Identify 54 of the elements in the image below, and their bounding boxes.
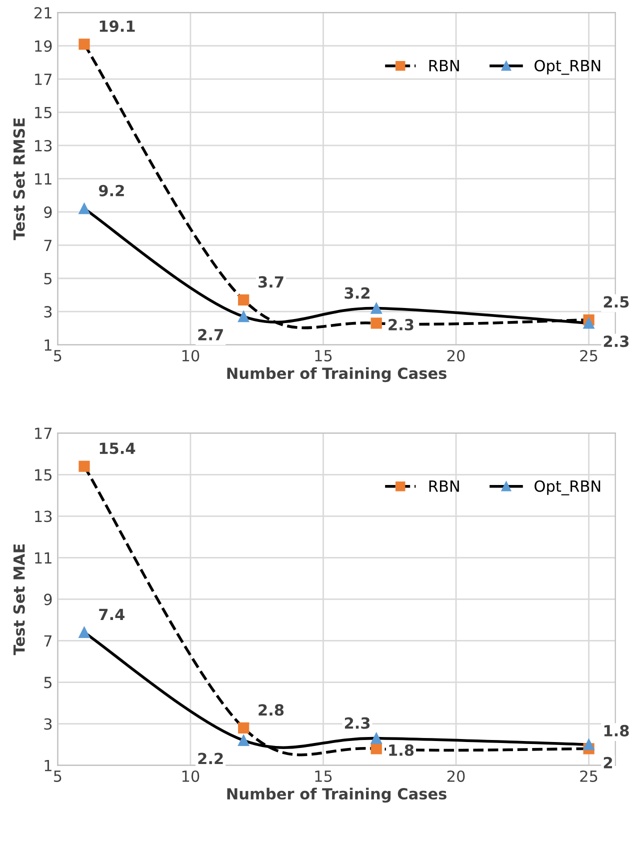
data-label: 15.4 bbox=[100, 442, 136, 454]
data-label: 2 bbox=[604, 756, 612, 768]
data-label: 19.1 bbox=[100, 20, 135, 32]
y-tick-label: 19 bbox=[35, 40, 52, 52]
data-label: 3.7 bbox=[258, 276, 284, 288]
y-tick-label: 9 bbox=[44, 594, 52, 606]
y-axis-title: Test Set MAE bbox=[13, 544, 25, 656]
y-tick-label: 11 bbox=[35, 552, 52, 564]
legend-label: Opt_RBN bbox=[534, 480, 600, 496]
data-label: 2.3 bbox=[344, 717, 370, 729]
y-tick-label: 3 bbox=[44, 306, 52, 318]
y-tick-label: 1 bbox=[44, 760, 52, 772]
x-axis-title: Number of Training Cases bbox=[227, 788, 446, 803]
legend-label: RBN bbox=[429, 60, 459, 72]
y-tick-label: 11 bbox=[35, 173, 52, 185]
data-label: 1.8 bbox=[389, 744, 414, 756]
data-label: 7.4 bbox=[99, 608, 124, 620]
x-tick-label: 15 bbox=[315, 770, 332, 782]
x-axis-title: Number of Training Cases bbox=[227, 367, 446, 382]
y-tick-label: 7 bbox=[44, 635, 52, 647]
y-tick-label: 3 bbox=[44, 718, 52, 730]
y-tick-label: 17 bbox=[35, 428, 52, 439]
x-tick-label: 25 bbox=[580, 770, 598, 782]
y-tick-label: 13 bbox=[35, 140, 52, 152]
data-label: 2.5 bbox=[604, 296, 629, 308]
data-label: 9.2 bbox=[98, 184, 124, 196]
y-tick-label: 17 bbox=[35, 74, 52, 85]
y-tick-label: 9 bbox=[44, 206, 52, 218]
x-tick-label: 20 bbox=[447, 770, 465, 782]
data-label: 2.3 bbox=[388, 318, 414, 330]
data-label: 2.7 bbox=[198, 328, 223, 340]
legend-label: RBN bbox=[429, 480, 459, 492]
data-label: 2.3 bbox=[604, 336, 629, 348]
y-tick-label: 5 bbox=[44, 273, 52, 284]
y-axis-title: Test Set RMSE bbox=[13, 118, 25, 240]
x-tick-label: 10 bbox=[182, 350, 200, 362]
x-tick-label: 25 bbox=[580, 350, 598, 362]
data-label: 2.2 bbox=[198, 752, 223, 764]
y-tick-label: 15 bbox=[35, 469, 52, 481]
x-tick-label: 20 bbox=[447, 350, 465, 362]
y-tick-label: 15 bbox=[35, 106, 52, 118]
data-label: 3.2 bbox=[344, 287, 370, 299]
x-tick-label: 10 bbox=[182, 770, 200, 782]
x-tick-label: 5 bbox=[54, 350, 62, 362]
y-tick-label: 7 bbox=[44, 240, 52, 251]
y-tick-label: 1 bbox=[44, 339, 52, 351]
legend-label: Opt_RBN bbox=[534, 60, 600, 75]
y-tick-label: 13 bbox=[35, 510, 52, 522]
x-tick-label: 15 bbox=[315, 350, 332, 362]
data-label: 1.8 bbox=[604, 724, 629, 736]
y-tick-label: 5 bbox=[44, 676, 52, 688]
x-tick-label: 5 bbox=[54, 770, 62, 782]
data-label: 2.8 bbox=[258, 704, 284, 716]
y-tick-label: 21 bbox=[34, 7, 52, 18]
